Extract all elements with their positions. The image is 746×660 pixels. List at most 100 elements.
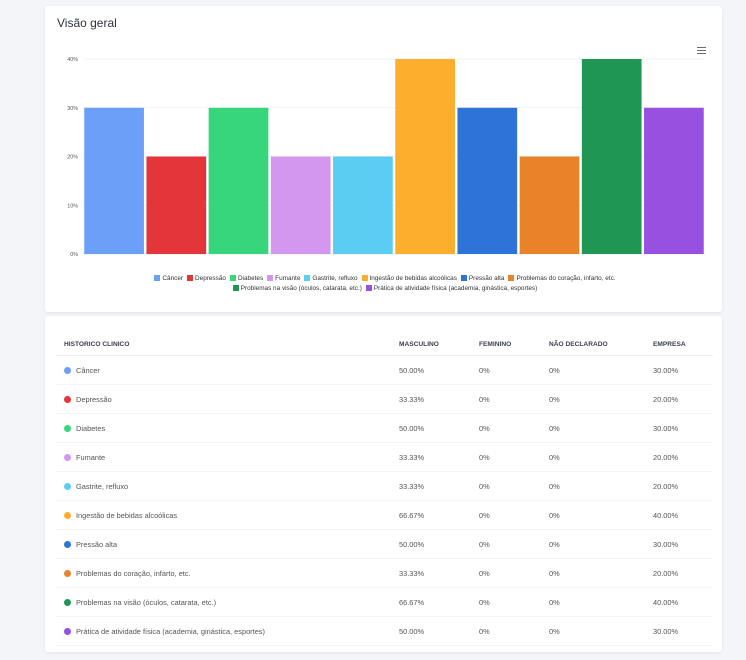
cell-masculino: 50.00% xyxy=(399,616,479,646)
color-dot-icon xyxy=(64,540,71,548)
row-name: Gastrite, refluxo xyxy=(76,481,129,491)
cell-feminino: 0% xyxy=(479,616,549,646)
bar[interactable] xyxy=(84,107,144,254)
row-name: Fumante xyxy=(76,452,106,462)
row-name-cell: Depressão xyxy=(56,384,399,414)
legend-item[interactable]: Pressão alta xyxy=(460,274,504,284)
row-name-cell: Ingestão de bebidas alcoólicas xyxy=(56,500,399,530)
cell-empresa: 30.00% xyxy=(653,616,713,646)
table-row: Depressão 33.33% 0% 0% 20.00% xyxy=(56,384,713,414)
cell-nao-declarado: 0% xyxy=(549,558,653,588)
legend-label: Problemas do coração, infarto, etc. xyxy=(516,275,616,282)
table-row: Fumante 33.33% 0% 0% 20.00% xyxy=(56,442,713,472)
row-name: Diabetes xyxy=(76,423,106,433)
table-row: Problemas na visão (óculos, catarata, et… xyxy=(56,587,713,617)
cell-nao-declarado: 0% xyxy=(549,355,653,385)
y-tick-label: 40% xyxy=(67,57,78,63)
legend-swatch-icon xyxy=(460,275,467,281)
row-name: Câncer xyxy=(76,365,100,375)
legend-item[interactable]: Fumante xyxy=(267,274,300,284)
bar[interactable] xyxy=(270,156,331,255)
hamburger-menu-icon[interactable] xyxy=(697,47,706,55)
cell-empresa: 20.00% xyxy=(653,442,713,472)
cell-nao-declarado: 0% xyxy=(549,471,653,501)
legend-swatch-icon xyxy=(508,275,515,281)
cell-empresa: 30.00% xyxy=(653,413,713,443)
chart-title: Visão geral xyxy=(57,16,117,30)
color-dot-icon xyxy=(64,511,71,519)
legend-item[interactable]: Problemas do coração, infarto, etc. xyxy=(508,274,616,284)
legend-label: Fumante xyxy=(275,275,301,282)
color-dot-icon xyxy=(64,453,71,461)
legend-swatch-icon xyxy=(229,275,236,281)
chart-legend: Câncer Depressão Diabetes Fumante Gastrite, … xyxy=(85,274,685,294)
bar[interactable] xyxy=(395,59,455,254)
row-name: Pressão alta xyxy=(76,539,118,549)
cell-empresa: 30.00% xyxy=(653,529,713,559)
row-name: Depressão xyxy=(76,394,112,404)
legend-item[interactable]: Gastrite, refluxo xyxy=(304,274,358,284)
legend-row: Problemas na visão (óculos, catarata, et… xyxy=(85,284,685,294)
row-name-cell: Câncer xyxy=(56,355,399,385)
bar[interactable] xyxy=(644,107,704,254)
cell-empresa: 20.00% xyxy=(653,471,713,501)
legend-label: Prática de atividade física (academia, g… xyxy=(373,285,538,292)
cell-feminino: 0% xyxy=(479,442,549,472)
legend-item[interactable]: Câncer xyxy=(154,274,183,284)
legend-label: Câncer xyxy=(162,275,184,282)
cell-masculino: 50.00% xyxy=(399,529,479,559)
table-row: Gastrite, refluxo 33.33% 0% 0% 20.00% xyxy=(56,471,713,501)
row-name-cell: Fumante xyxy=(56,442,399,472)
clinical-history-table: HISTORICO CLINICO MASCULINO FEMININO NÃO… xyxy=(56,333,713,646)
legend-swatch-icon xyxy=(267,275,274,281)
row-name: Problemas na visão (óculos, catarata, et… xyxy=(76,597,217,607)
bar[interactable] xyxy=(457,107,518,254)
header-historico-clinico: HISTORICO CLINICO xyxy=(56,333,399,356)
row-name-cell: Problemas do coração, infarto, etc. xyxy=(56,558,399,588)
bar[interactable] xyxy=(146,156,207,255)
cell-feminino: 0% xyxy=(479,384,549,414)
legend-item[interactable]: Prática de atividade física (academia, g… xyxy=(365,284,538,294)
row-name-cell: Problemas na visão (óculos, catarata, et… xyxy=(56,587,399,617)
table-header-row: HISTORICO CLINICO MASCULINO FEMININO NÃO… xyxy=(56,333,713,356)
cell-masculino: 50.00% xyxy=(399,413,479,443)
header-masculino: MASCULINO xyxy=(399,333,479,356)
chart-card: Visão geral 0% 10% 20% 30% 40% Câncer Depress… xyxy=(45,6,722,312)
row-name: Ingestão de bebidas alcoólicas xyxy=(76,510,178,520)
cell-empresa: 20.00% xyxy=(653,558,713,588)
legend-item[interactable]: Diabetes xyxy=(229,274,263,284)
color-dot-icon xyxy=(64,627,71,635)
cell-masculino: 33.33% xyxy=(399,384,479,414)
cell-feminino: 0% xyxy=(479,587,549,617)
legend-swatch-icon xyxy=(361,275,368,281)
cell-nao-declarado: 0% xyxy=(549,529,653,559)
legend-item[interactable]: Ingestão de bebidas alcoólicas xyxy=(361,274,457,284)
legend-swatch-icon xyxy=(365,285,372,291)
cell-feminino: 0% xyxy=(479,500,549,530)
bar[interactable] xyxy=(581,59,642,254)
legend-swatch-icon xyxy=(304,275,311,281)
cell-masculino: 33.33% xyxy=(399,442,479,472)
header-nao-declarado: NÃO DECLARADO xyxy=(549,333,653,356)
legend-label: Gastrite, refluxo xyxy=(312,275,358,282)
cell-nao-declarado: 0% xyxy=(549,587,653,617)
legend-item[interactable]: Problemas na visão (óculos, catarata, et… xyxy=(232,284,362,294)
bar[interactable] xyxy=(208,107,269,254)
color-dot-icon xyxy=(64,569,71,577)
cell-empresa: 40.00% xyxy=(653,500,713,530)
table-row: Pressão alta 50.00% 0% 0% 30.00% xyxy=(56,529,713,559)
bar[interactable] xyxy=(333,156,393,255)
legend-item[interactable]: Depressão xyxy=(187,274,226,284)
cell-nao-declarado: 0% xyxy=(549,413,653,443)
cell-nao-declarado: 0% xyxy=(549,500,653,530)
cell-feminino: 0% xyxy=(479,558,549,588)
cell-masculino: 66.67% xyxy=(399,500,479,530)
legend-swatch-icon xyxy=(154,275,161,281)
cell-feminino: 0% xyxy=(479,413,549,443)
bar[interactable] xyxy=(519,156,580,255)
row-name-cell: Gastrite, refluxo xyxy=(56,471,399,501)
y-tick-label: 0% xyxy=(70,252,78,258)
cell-nao-declarado: 0% xyxy=(549,384,653,414)
header-empresa: EMPRESA xyxy=(653,333,713,356)
cell-feminino: 0% xyxy=(479,355,549,385)
